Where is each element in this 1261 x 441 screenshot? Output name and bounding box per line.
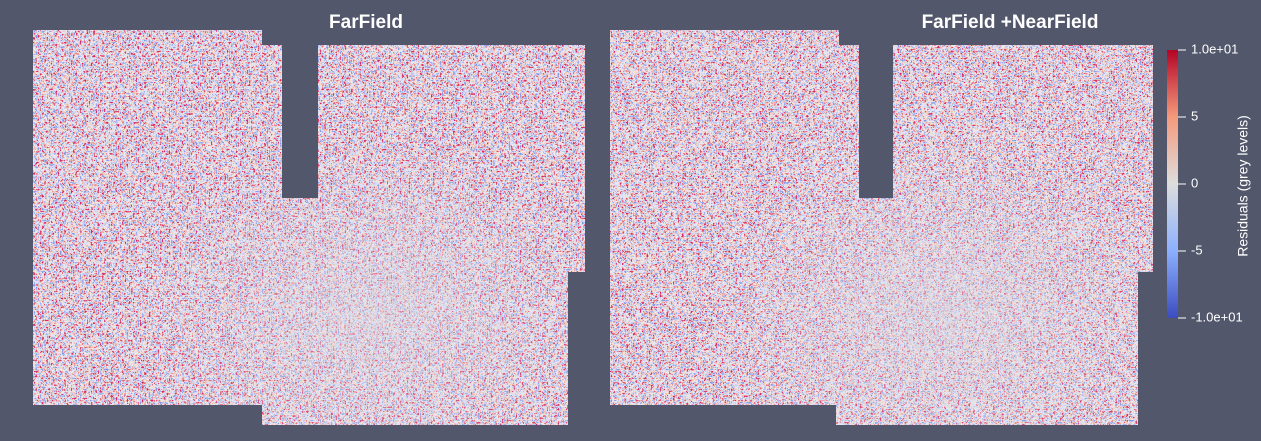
- field-shading: [610, 30, 1153, 425]
- field-map: [33, 30, 585, 425]
- tick-label: -5: [1191, 242, 1203, 257]
- field-map: [610, 30, 1153, 425]
- colorbar-title: Residuals (grey levels): [1235, 115, 1251, 257]
- tick-label: 5: [1191, 108, 1198, 123]
- field-shading: [33, 30, 585, 425]
- tick-label: 0: [1191, 175, 1198, 190]
- panel-title: FarField: [329, 12, 403, 33]
- tick-label: -1.0e+01: [1191, 309, 1243, 324]
- panel-title: FarField +NearField: [922, 12, 1099, 33]
- tick-label: 1.0e+01: [1191, 41, 1238, 56]
- colorbar: [1167, 50, 1178, 318]
